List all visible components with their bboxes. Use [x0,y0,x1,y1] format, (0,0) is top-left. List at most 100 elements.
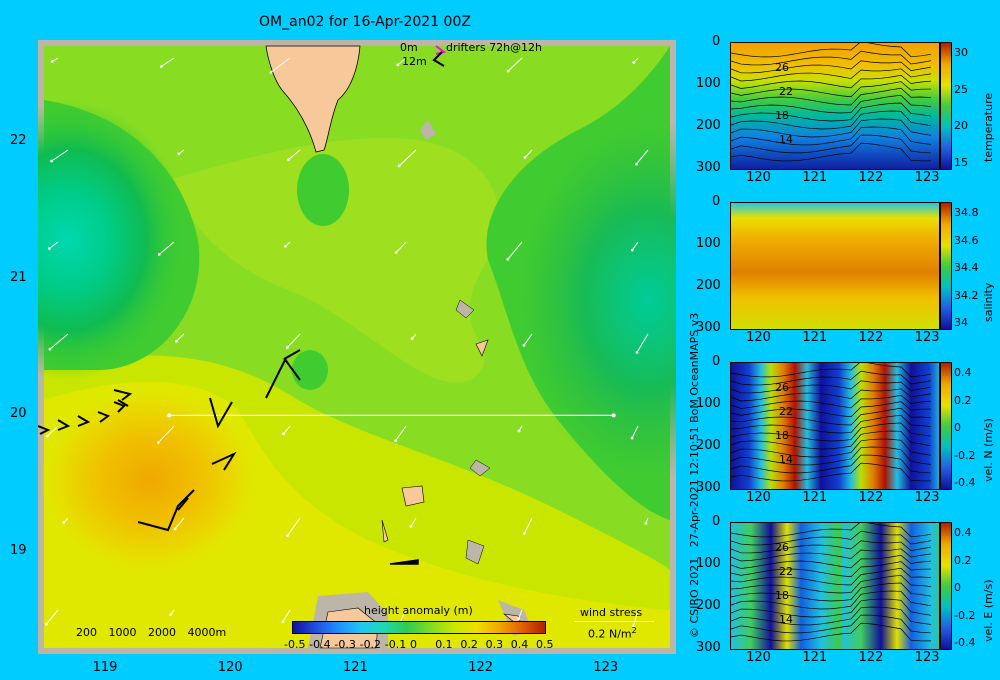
section-colorbar-tick-label: 0 [954,581,961,594]
wind-arrow [161,57,175,67]
section-y-tick-label: 300 [696,640,721,655]
wind-arrow [174,517,185,530]
height-patch [297,154,349,226]
section-endpoint [167,413,172,418]
contour-line [731,81,932,98]
contour-line [731,438,932,458]
contour-line [731,380,932,394]
credit-text: © CSIRO 2021 27-Apr-2021 12:10:51 BoM Oc… [688,312,701,638]
contour-line [731,94,932,114]
contour-label: 26 [775,381,789,394]
contour-line [731,50,932,66]
wind-arrow [507,241,523,260]
wind-arrow-head [635,350,639,354]
wind-arrow [288,149,301,160]
page-title: OM_an02 for 16-Apr-2021 00Z [259,14,471,30]
legend-drifter-0m-icon [435,45,447,55]
wind-arrow-head [62,521,66,524]
bathymetry-legend: 200 1000 2000 4000m [76,626,226,639]
map-y-tick-label: 19 [10,543,27,559]
wind-arrow-head [523,156,527,159]
wind-arrow-head [269,70,273,74]
colorbar-tick-label: 0 [410,638,417,651]
wind-arrow [51,149,69,162]
wind-arrow [518,609,523,619]
map-y-tick-label: 22 [10,132,27,148]
contour-line [731,388,932,402]
wind-arrow [49,241,59,249]
land-island [401,485,425,507]
section-x-tick-label: 121 [802,330,828,345]
contour-line [731,422,932,442]
contour-line [731,598,932,618]
contour-label: 22 [779,565,793,578]
wind-arrow-head [632,61,636,64]
section-panel-vel-n: 26 22 18 14 [730,362,940,490]
land-island [381,519,389,543]
contour-label: 14 [779,133,793,146]
wind-arrow-head [630,248,634,252]
contour-line [731,126,932,146]
contour-line [731,462,932,482]
wind-arrow-head [409,524,413,528]
section-x-tick-label: 121 [802,650,828,665]
section-y-tick-label: 300 [696,480,721,495]
bathy-label: 4000m [187,626,227,639]
wind-arrow-head [285,534,289,538]
section-line [167,413,616,418]
contour-lines [731,523,932,642]
section-x-tick-label: 122 [858,490,884,505]
section-x-tick-label: 121 [802,490,828,505]
section-colorbar-tick-label: 0.4 [954,526,972,539]
section-x-tick-label: 123 [914,650,940,665]
drifter-track [113,389,133,407]
section-colorbar-tick-label: 34.2 [954,288,979,302]
wind-arrow [395,425,407,441]
wind-arrow [158,425,175,443]
contour-line [731,430,932,450]
wind-arrow [395,241,407,253]
contour-label: 14 [779,453,793,466]
contour-line [731,110,932,130]
land-island [475,339,489,357]
section-colorbar-label: salinity [982,282,995,322]
wind-arrow-head [173,527,177,531]
section-y-tick-label: 100 [696,556,721,571]
drifter-track [37,425,51,435]
contour-line [731,142,932,162]
wind-arrow-head [522,531,526,535]
wind-arrow-head [410,337,414,341]
section-colorbar-tick-label: -0.4 [954,476,976,489]
section-colorbar-tick-label: -0.4 [954,636,976,649]
map-panel [0,40,778,654]
wind-arrow-head [630,436,634,440]
wind-arrow [46,609,59,625]
wind-arrow-head [506,69,510,73]
section-x-tick-label: 122 [858,170,884,185]
drifter-track [211,451,237,471]
wind-arrow [636,333,649,353]
map-x-tick-label: 123 [593,660,619,675]
legend-12m: 12m [402,55,427,68]
section-colorbar-tick-label: 0.2 [954,553,972,567]
contour-label: 18 [775,109,789,122]
map-y-tick-label: 21 [10,269,27,285]
wind-arrow [410,517,417,527]
wind-arrow-head [50,60,54,63]
wind-arrow [631,425,639,439]
colorbar-label: height anomaly (m) [364,604,473,617]
colorbar-tick-label: -0.4 [309,638,331,651]
wind-arrow [524,149,533,158]
section-y-tick-label: 0 [712,514,721,529]
contour-line [731,394,932,409]
contour-label: 22 [779,85,793,98]
section-endpoint [611,413,616,418]
wind-arrow [283,425,291,435]
wind-arrow [286,517,301,537]
drifter-track [137,489,195,532]
contour-line [731,87,932,106]
map-x-tick-label: 119 [92,660,118,675]
section-y-tick-label: 200 [696,598,721,613]
section-y-tick-label: 200 [696,118,721,133]
wind-arrow [636,149,649,165]
